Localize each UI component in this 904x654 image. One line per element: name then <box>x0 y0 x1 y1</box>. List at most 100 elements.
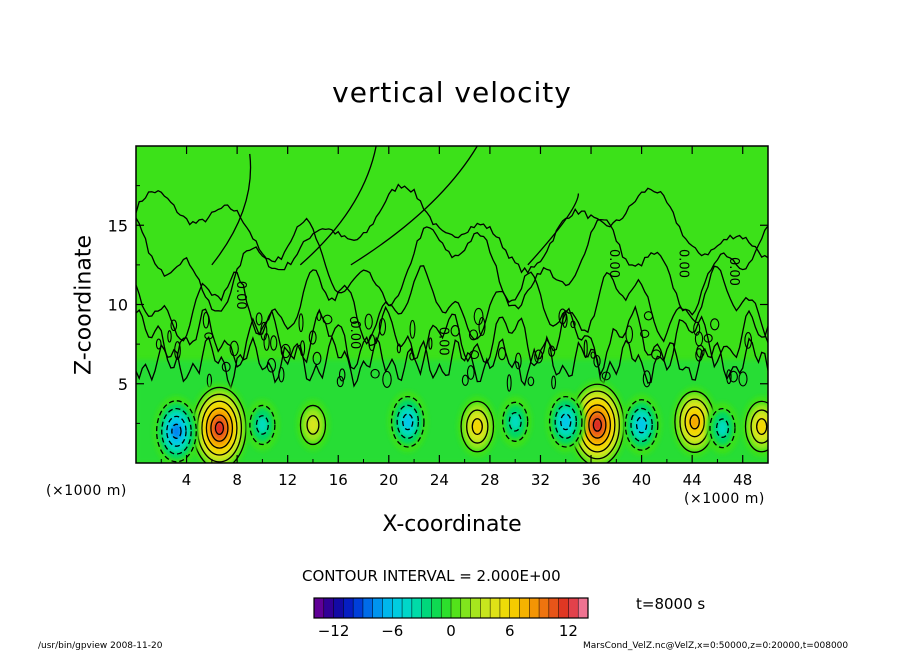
contour-cell <box>468 329 479 341</box>
downdraft-contour <box>715 418 730 438</box>
updraft-contour <box>684 406 705 438</box>
downdraft-fill <box>636 417 647 433</box>
colorbar-swatch <box>382 598 393 618</box>
x-tick-label: 44 <box>683 471 702 489</box>
downdraft-contour <box>548 395 583 448</box>
x-tick-label: 12 <box>278 471 297 489</box>
updraft-contour <box>306 415 320 435</box>
contour-cell <box>583 339 588 359</box>
contour-value-label: 0.00 <box>347 320 362 349</box>
contour-cell <box>167 330 172 343</box>
downdraft-fill <box>560 414 571 430</box>
downdraft-contour <box>402 413 414 431</box>
contour-cell <box>570 320 576 329</box>
colorbar-swatch <box>343 598 354 618</box>
contour-cell <box>551 375 557 390</box>
contour-cell <box>382 370 392 388</box>
colorbar-swatch <box>353 598 364 618</box>
contour-cell <box>710 318 720 331</box>
colorbar-swatch <box>333 598 344 618</box>
downdraft-contour <box>390 395 425 448</box>
contour-cell <box>338 368 346 382</box>
downdraft-contour <box>709 407 736 449</box>
updraft-fill <box>215 421 224 435</box>
colorbar-swatch <box>441 598 452 618</box>
contour-cell <box>364 313 373 330</box>
contour-line <box>527 193 580 266</box>
contour-cell <box>229 340 239 357</box>
contour-cell <box>643 311 654 321</box>
updraft-contour <box>201 400 238 456</box>
updraft-fill <box>593 418 602 432</box>
updraft-fill <box>307 416 319 434</box>
contour-cell <box>625 325 634 344</box>
contour-cell <box>155 338 162 350</box>
contour-cell <box>428 337 433 350</box>
x-axis-unit-right: (×1000 m) <box>684 491 765 507</box>
contour-cell <box>527 376 535 387</box>
downdraft-contour <box>502 401 529 442</box>
updraft-contour <box>756 418 768 435</box>
downdraft-contour <box>155 400 197 463</box>
colorbar-swatch <box>421 598 432 618</box>
contour-line <box>350 146 478 266</box>
contour-cell <box>534 349 544 364</box>
contour-cell <box>726 369 732 385</box>
contour-cell <box>263 332 270 351</box>
colorbar-frame <box>313 597 589 619</box>
downdraft-fill <box>509 413 521 431</box>
updraft-contour <box>471 418 483 435</box>
colorbar-swatch <box>519 598 530 618</box>
x-tick-label: 36 <box>581 471 600 489</box>
updraft-contour <box>750 409 768 444</box>
contour-cell <box>693 321 701 336</box>
contour-cell <box>298 313 304 333</box>
contour-value-label: 0.00 <box>435 327 450 356</box>
colorbar-swatch <box>509 598 520 618</box>
contour-line <box>211 153 252 266</box>
contour-interval-label: CONTOUR INTERVAL = 2.000E+00 <box>302 567 561 585</box>
contour-cell <box>396 343 402 354</box>
downdraft-contour <box>255 415 269 435</box>
contour-cell <box>651 349 662 360</box>
contour-cell <box>280 343 291 359</box>
contour-cell <box>221 361 231 373</box>
contour-cell <box>703 333 713 343</box>
updraft-contour <box>592 418 603 432</box>
contour-cell <box>593 354 601 368</box>
contour-cell <box>738 371 748 387</box>
colorbar-swatch <box>548 598 560 618</box>
colorbar-swatch <box>431 598 442 618</box>
contour-cell <box>469 350 480 360</box>
colorbar-swatch <box>411 598 423 618</box>
y-tick-label: 10 <box>108 296 128 315</box>
x-tick-label: 40 <box>632 471 651 489</box>
contour-cell <box>370 368 380 379</box>
contour-line <box>136 265 768 345</box>
contour-cell <box>299 340 306 357</box>
contour-cell <box>170 319 178 332</box>
downdraft-contour <box>560 413 572 431</box>
contour-cell <box>548 345 556 357</box>
x-tick-label: 32 <box>531 471 550 489</box>
colorbar-swatch <box>480 598 491 618</box>
contour-cell <box>270 335 278 351</box>
contour-value-label: 0.00 <box>606 249 621 278</box>
contour-cell <box>744 332 753 349</box>
colorbar-tick-label: 12 <box>559 622 578 640</box>
x-tick-label: 4 <box>182 471 192 489</box>
contour-cell <box>478 317 486 336</box>
contour-value-label: 0.00 <box>726 257 741 286</box>
contour-cell <box>590 351 596 359</box>
contour-line <box>299 146 377 266</box>
updraft-fill <box>690 414 700 429</box>
downdraft-contour <box>508 411 522 432</box>
contour-cell <box>312 351 322 366</box>
downdraft-fill <box>171 424 182 439</box>
contour-cell <box>278 366 285 383</box>
updraft-contour <box>205 407 234 449</box>
colorbar-swatch <box>539 598 550 618</box>
contour-line <box>136 183 768 274</box>
colorbar-swatch <box>314 598 325 618</box>
